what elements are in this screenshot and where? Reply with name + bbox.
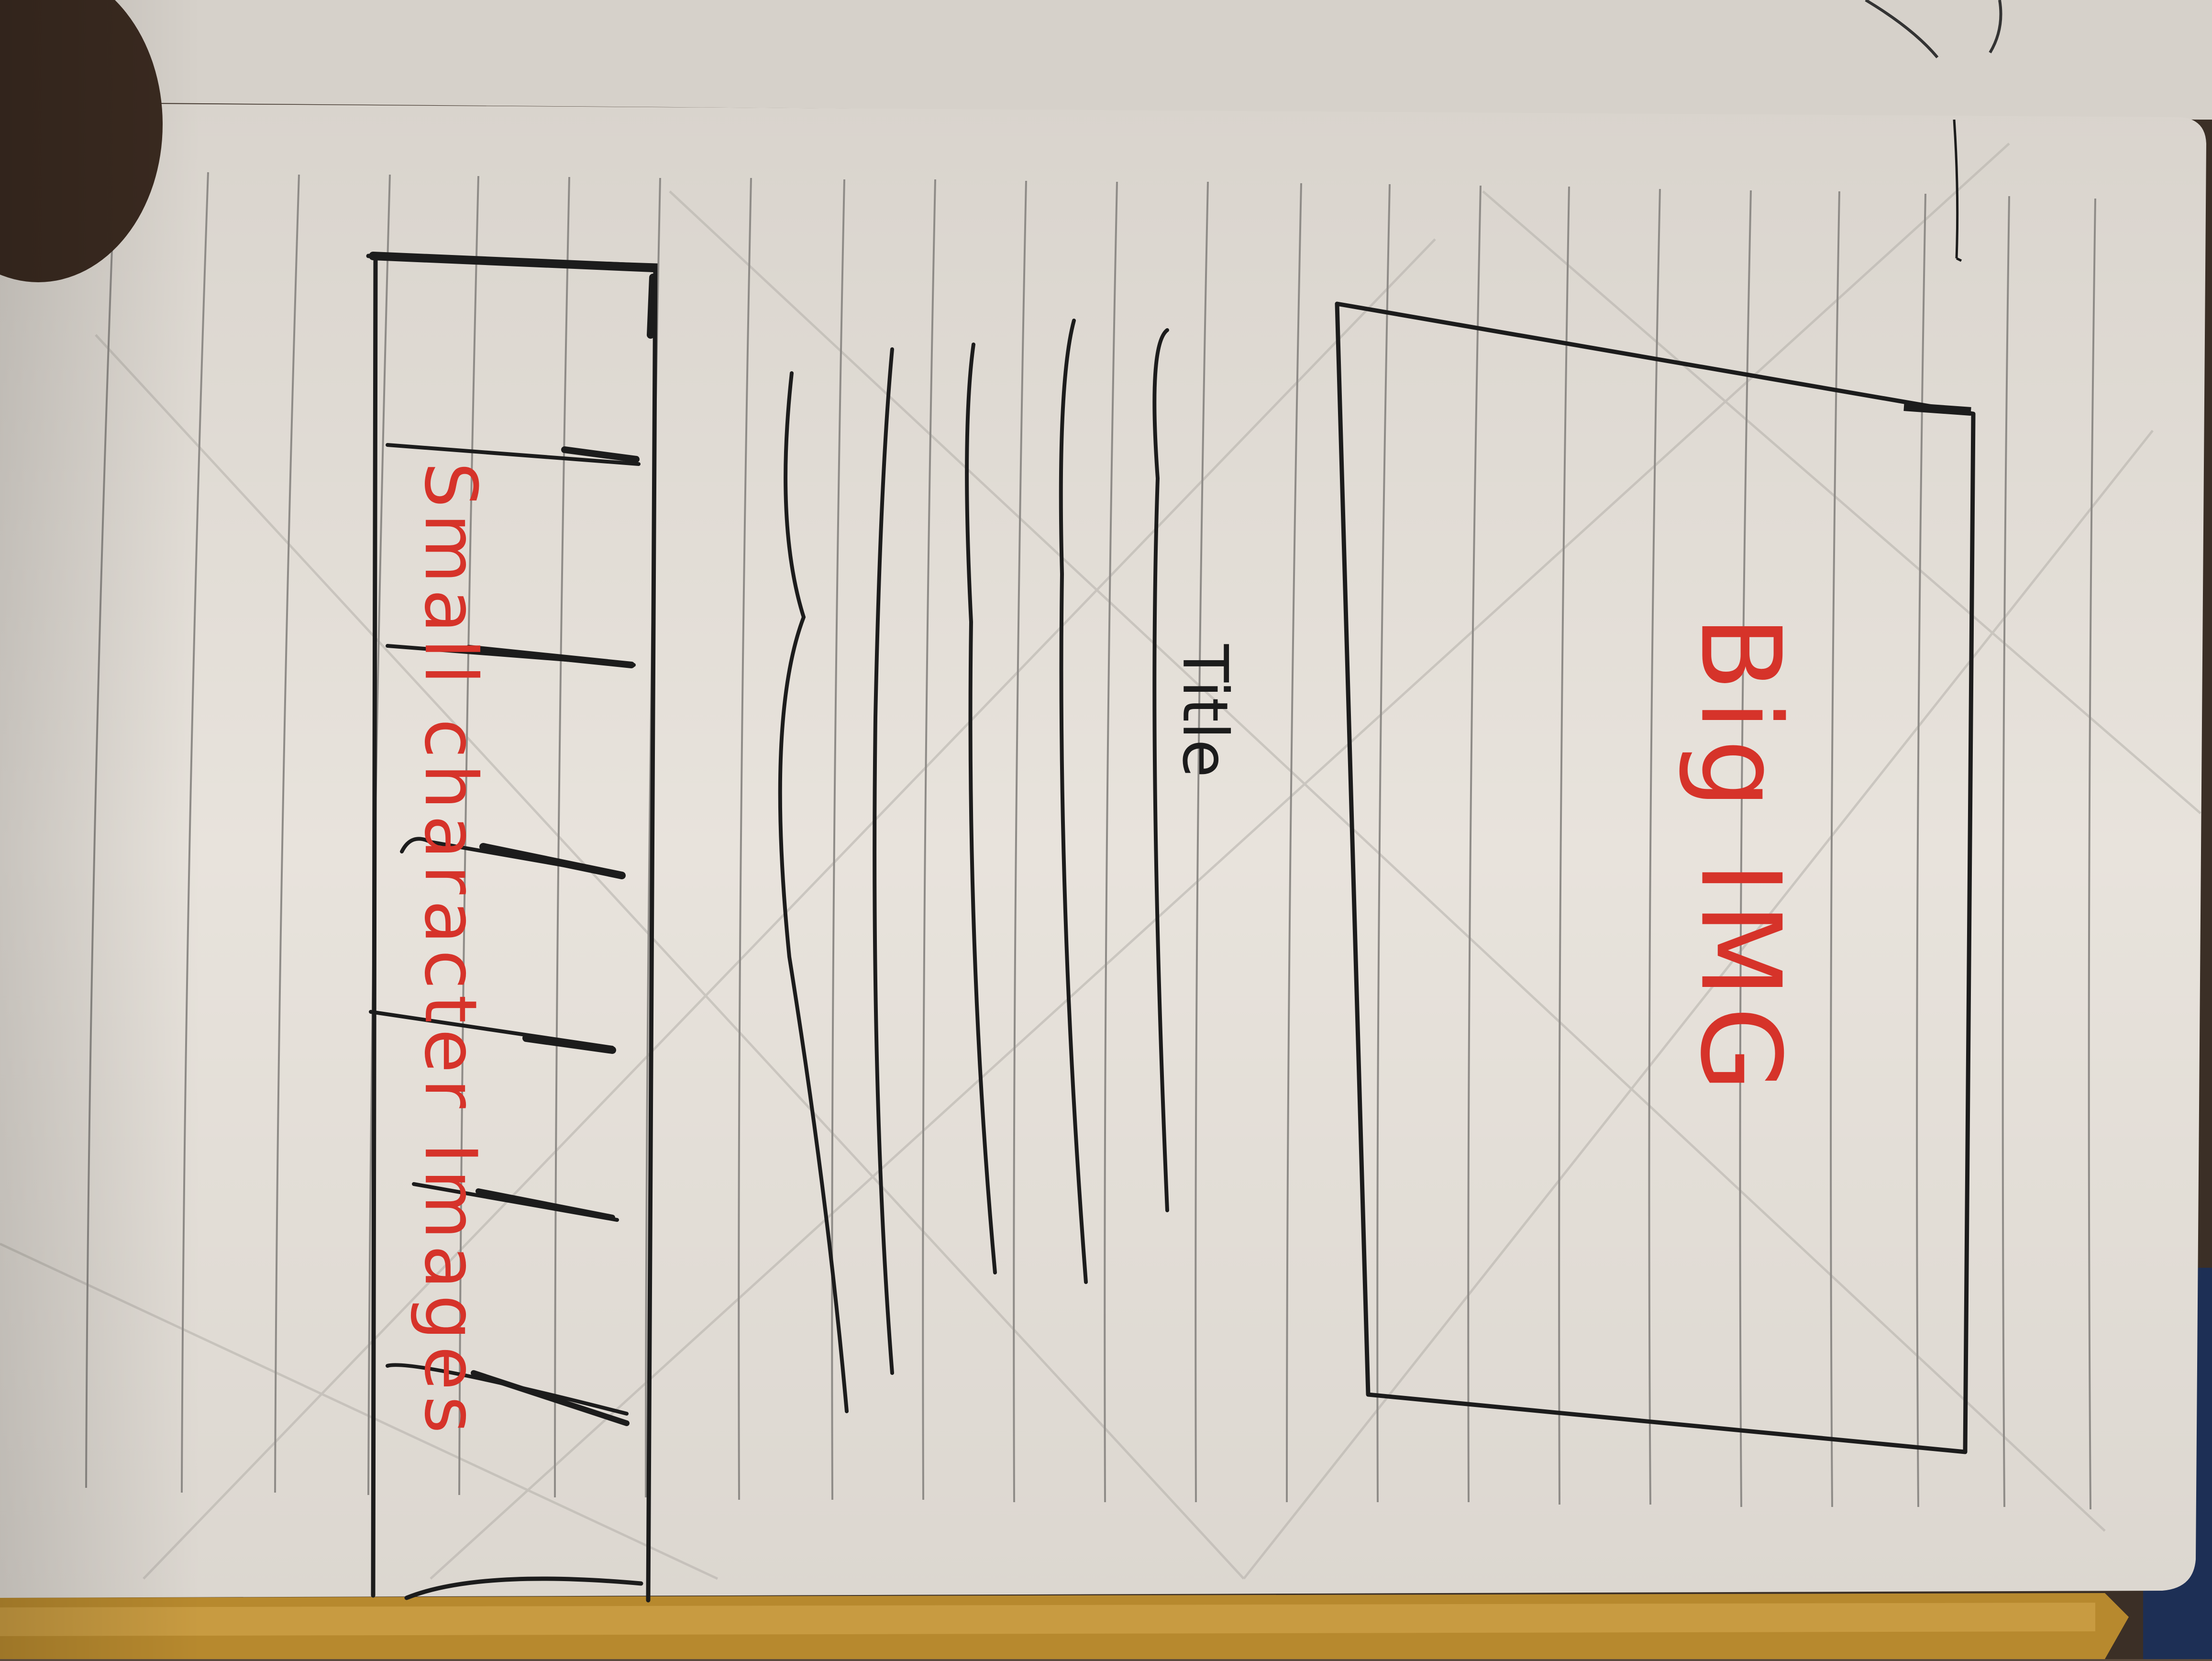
hero-label: Big IMG: [1676, 615, 1804, 1101]
thumbnail-divider: [386, 443, 641, 466]
gallery-thumbnails: [369, 443, 641, 1426]
thumbnail-divider: [400, 837, 624, 877]
hero-image-box: [1335, 301, 1976, 1454]
upper-page: [115, 0, 2212, 120]
text-lines: [778, 319, 1169, 1413]
gallery-label: Small character Images: [409, 462, 492, 1440]
thumbnail-divider: [386, 1363, 629, 1416]
title-label: Title: [1169, 644, 1242, 778]
gallery-strip: [366, 252, 658, 1603]
notebook-page: [0, 103, 2206, 1598]
